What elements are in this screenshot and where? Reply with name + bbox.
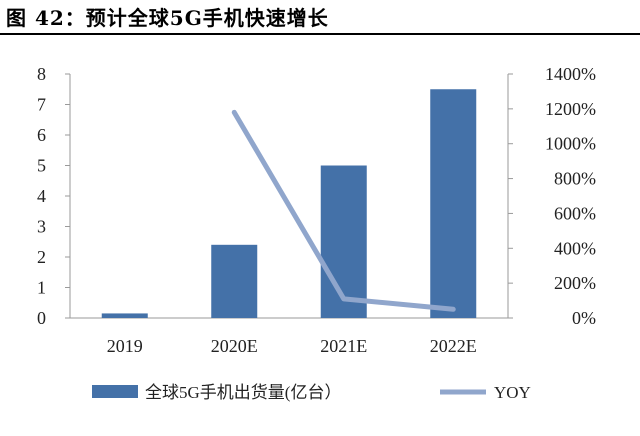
bar bbox=[320, 165, 367, 318]
y-right-tick-label: 1400% bbox=[545, 64, 596, 84]
title-rule bbox=[0, 33, 640, 35]
y-right-tick-label: 1000% bbox=[545, 134, 596, 154]
y-left-tick-label: 5 bbox=[37, 156, 46, 176]
x-tick-label: 2019 bbox=[107, 336, 143, 356]
y-left-tick-label: 6 bbox=[37, 125, 46, 145]
x-tick-label: 2022E bbox=[430, 336, 477, 356]
x-tick-label: 2020E bbox=[211, 336, 258, 356]
y-left-tick-label: 7 bbox=[37, 95, 46, 115]
y-left-tick-label: 0 bbox=[37, 308, 46, 328]
y-right-tick-label: 400% bbox=[554, 238, 596, 258]
y-left-tick-label: 4 bbox=[37, 186, 46, 206]
legend-label-line: YOY bbox=[494, 383, 531, 402]
page-title: 图 42：预计全球5G手机快速增长 bbox=[6, 6, 329, 30]
bar bbox=[101, 313, 148, 318]
bar bbox=[430, 89, 477, 318]
x-tick-label: 2021E bbox=[320, 336, 367, 356]
y-right-tick-label: 0% bbox=[572, 308, 596, 328]
y-right-tick-label: 600% bbox=[554, 203, 596, 223]
y-right-tick-label: 1200% bbox=[545, 99, 596, 119]
legend-label-bar: 全球5G手机出货量(亿台） bbox=[145, 383, 341, 402]
y-right-tick-label: 800% bbox=[554, 169, 596, 189]
y-left-tick-label: 3 bbox=[37, 217, 46, 237]
bar bbox=[211, 244, 258, 318]
y-left-tick-label: 8 bbox=[37, 64, 46, 84]
y-left-tick-label: 1 bbox=[37, 278, 46, 298]
y-left-tick-label: 2 bbox=[37, 247, 46, 267]
legend-swatch-bar bbox=[92, 385, 138, 398]
y-right-tick-label: 200% bbox=[554, 273, 596, 293]
